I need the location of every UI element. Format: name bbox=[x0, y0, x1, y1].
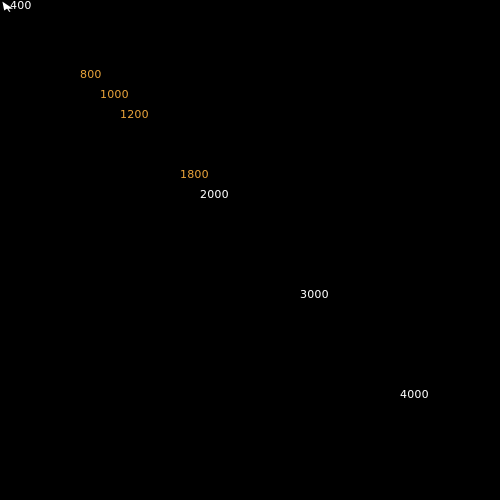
label-1200: 1200 bbox=[120, 108, 149, 121]
mouse-pointer-icon bbox=[1, 0, 15, 12]
label-2000: 2000 bbox=[200, 188, 229, 201]
label-1800: 1800 bbox=[180, 168, 209, 181]
label-3000: 3000 bbox=[300, 288, 329, 301]
label-1000: 1000 bbox=[100, 88, 129, 101]
label-400: 400 bbox=[10, 0, 32, 12]
label-4000: 4000 bbox=[400, 388, 429, 401]
label-800: 800 bbox=[80, 68, 102, 81]
